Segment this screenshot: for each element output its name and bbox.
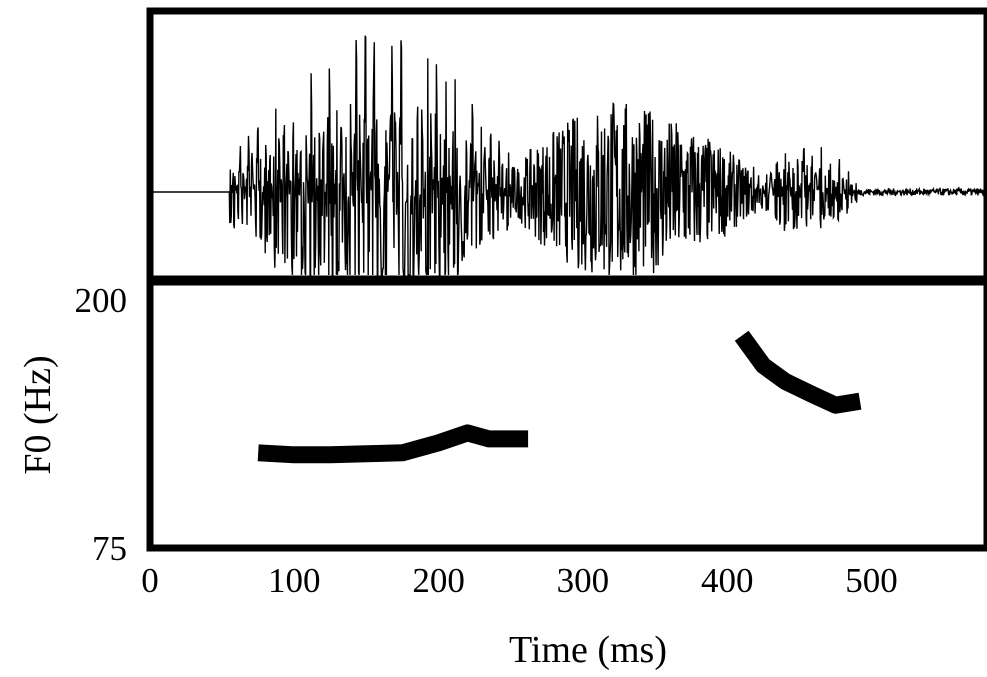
x-tick-labels: 0 100 200 300 400 500 bbox=[141, 561, 898, 600]
x-tick-label: 300 bbox=[557, 561, 610, 600]
y-tick-labels: 75 200 bbox=[75, 281, 128, 568]
f0-contour-1 bbox=[257, 424, 529, 464]
x-axis-title: Time (ms) bbox=[509, 629, 667, 671]
x-tick-label: 100 bbox=[268, 561, 321, 600]
waveform-trace bbox=[150, 35, 987, 276]
f0-frame bbox=[146, 278, 987, 552]
x-tick-label: 400 bbox=[701, 561, 754, 600]
x-tick-label: 0 bbox=[141, 561, 159, 600]
f0-panel bbox=[146, 278, 987, 552]
f0-series-group bbox=[257, 330, 862, 464]
x-tick-label: 200 bbox=[412, 561, 465, 600]
waveform-panel bbox=[146, 7, 987, 283]
y-axis-title: F0 (Hz) bbox=[17, 355, 59, 474]
y-tick-label: 200 bbox=[75, 281, 128, 320]
x-tick-label: 500 bbox=[845, 561, 898, 600]
y-tick-label: 75 bbox=[92, 529, 127, 568]
f0-contour-2 bbox=[734, 330, 862, 414]
